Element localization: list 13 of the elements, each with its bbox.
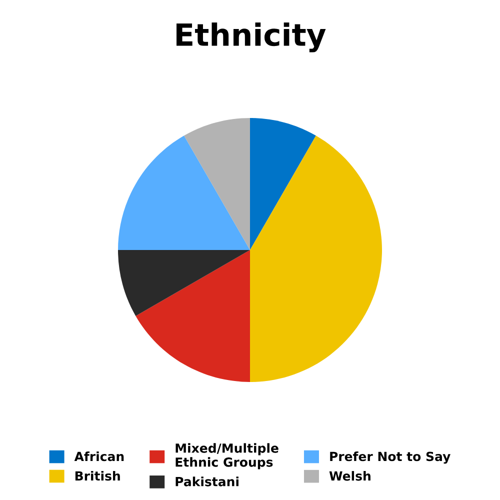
legend-label: Prefer Not to Say: [330, 451, 450, 464]
legend-label: Pakistani: [176, 476, 238, 486]
legend-label: African: [74, 451, 124, 462]
pie-slice: [250, 118, 316, 250]
pie-slice: [118, 136, 250, 250]
legend-label: British: [75, 470, 120, 481]
pie-slice: [136, 250, 250, 382]
pie-slice: [118, 250, 250, 316]
pie-slice: [184, 118, 250, 250]
legend-label: Mixed/Multiple Ethnic Groups: [176, 443, 278, 470]
legend-label: Welsh: [329, 471, 370, 481]
pie-slice: [250, 136, 382, 382]
chart-title: Ethnicity: [176, 22, 326, 52]
